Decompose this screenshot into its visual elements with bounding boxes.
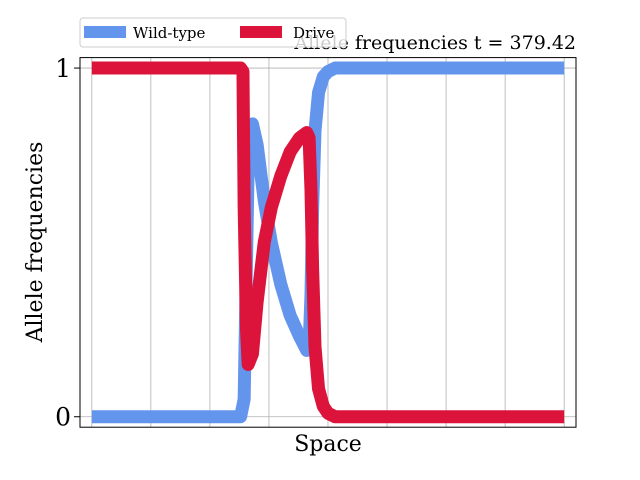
series-line-drive [91,61,565,424]
axes-frame [79,57,577,428]
grid-layer [80,57,576,428]
y-ticks: 01 [55,54,80,432]
x-axis-label: Space [294,432,362,457]
series-layer [91,61,565,424]
chart-title: Allele frequencies t = 379.42 [293,32,576,54]
legend-label-wild-type: Wild-type [133,24,206,42]
legend-label-drive: Drive [293,24,334,42]
legend: Wild-type Drive [79,17,347,48]
legend-box [79,17,347,48]
y-tick-label-0: 0 [55,403,71,432]
y-axis-label: Allele frequencies [23,142,48,344]
y-tick-label-1: 1 [55,54,71,83]
